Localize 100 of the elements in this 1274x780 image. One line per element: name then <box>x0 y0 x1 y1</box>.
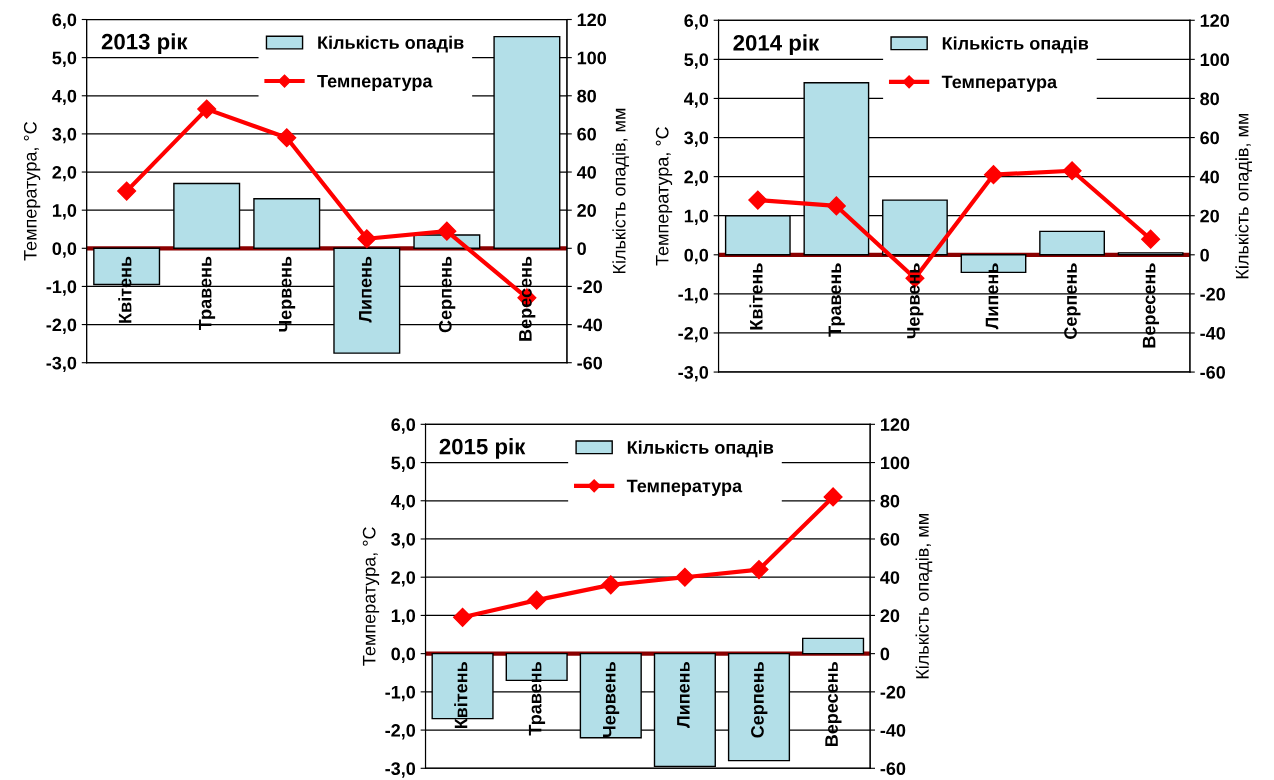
y-tick-label: 0,0 <box>684 248 709 265</box>
y-tick-label: -2,0 <box>46 318 77 334</box>
point <box>823 487 843 507</box>
y2-tick-label: 40 <box>1199 170 1219 184</box>
y-tick-label: 6,0 <box>391 418 416 434</box>
point <box>601 575 621 595</box>
y2-tick-label: 100 <box>577 51 607 65</box>
y2-tick-label: -20 <box>880 685 906 699</box>
y-tick-label: 1,0 <box>52 204 77 220</box>
y-tick-label: -1,0 <box>46 280 77 296</box>
bar <box>1039 230 1105 256</box>
y2-tick-label: 20 <box>880 609 900 623</box>
legend-label: Температура <box>941 75 1058 92</box>
y-tick-label: 0,0 <box>52 242 77 258</box>
y-axis-title: Температура, °C <box>655 127 673 266</box>
y-tick-label: 2,0 <box>52 165 77 182</box>
y-tick-label: 2,0 <box>391 571 416 587</box>
y2-tick-label: -60 <box>880 762 906 776</box>
point <box>748 190 768 210</box>
y-tick-label: 1,0 <box>391 609 416 625</box>
y2-tick-label: 100 <box>1200 53 1230 67</box>
text: 2015 рік <box>439 438 526 459</box>
y2-tick-label: 100 <box>881 456 910 470</box>
y2-tick-label: 80 <box>577 89 596 103</box>
y-tick-label: 6,0 <box>684 14 709 30</box>
x-tick-label: Серпень <box>438 256 456 333</box>
x-tick-label: Червень <box>907 263 924 339</box>
point <box>1062 161 1082 181</box>
y-tick-label: -3,0 <box>678 365 709 382</box>
y2-tick-label: -20 <box>577 280 603 294</box>
y2-tick-label: -40 <box>1200 326 1225 340</box>
y2-tick-label: -20 <box>1200 287 1225 301</box>
y2-tick-label: 120 <box>1200 14 1230 27</box>
x-tick-label: Травень <box>198 256 216 331</box>
y-tick-label: 0,0 <box>391 647 416 663</box>
y2-axis-title: Кількість опадів, мм <box>1235 113 1252 279</box>
point <box>675 567 695 587</box>
point <box>437 221 457 241</box>
x-tick-label: Серпень <box>1064 263 1081 339</box>
point <box>983 165 1004 185</box>
y-tick-label: 2,0 <box>684 170 709 186</box>
x-tick-label: Квітень <box>118 256 132 323</box>
x-tick-label: Липень <box>677 662 690 728</box>
y-tick-label: 4,0 <box>52 89 77 106</box>
y-axis-title: Температура, °C <box>362 527 380 666</box>
x-tick-label: Вересень <box>825 662 842 747</box>
y-tick-label: 5,0 <box>391 456 416 472</box>
y-tick-label: 6,0 <box>52 13 77 29</box>
y2-tick-label: 120 <box>881 418 910 432</box>
y2-axis-title: Кількість опадів, мм <box>915 514 933 679</box>
legend-label: Кількість опадів <box>318 35 464 53</box>
y-tick-label: 5,0 <box>684 53 709 69</box>
y2-tick-label: -40 <box>880 724 906 737</box>
y2-tick-label: 80 <box>1200 92 1219 106</box>
x-tick-label: Травень <box>528 662 546 736</box>
y2-tick-label: 120 <box>577 13 607 27</box>
y-tick-label: 4,0 <box>683 92 709 108</box>
legend-label: Кількість опадів <box>942 36 1089 54</box>
y2-tick-label: -60 <box>577 356 603 370</box>
point <box>357 229 377 249</box>
x-tick-label: Вересень <box>1142 263 1160 348</box>
point <box>117 181 137 201</box>
y-tick-label: 3,0 <box>52 127 77 144</box>
y-tick-label: -2,0 <box>678 326 709 343</box>
point <box>749 560 769 580</box>
y-tick-label: 4,0 <box>390 494 416 511</box>
y2-tick-label: 20 <box>577 204 596 217</box>
y2-tick-label: 40 <box>576 165 596 179</box>
y2-tick-label: 80 <box>880 494 900 508</box>
y-axis-title: Температура, °C <box>23 121 41 261</box>
y2-tick-label: 60 <box>577 127 596 141</box>
x-tick-label: Травень <box>828 263 845 337</box>
y2-tick-label: 60 <box>880 532 900 546</box>
y-tick-label: 5,0 <box>52 51 77 67</box>
text: 2014 рік <box>733 34 820 56</box>
x-tick-label: Червень <box>603 662 620 737</box>
point <box>826 196 846 216</box>
y-tick-label: 1,0 <box>684 209 709 226</box>
x-tick-label: Квітень <box>454 662 468 729</box>
y-tick-label: -1,0 <box>385 685 416 702</box>
y-tick-label: 3,0 <box>684 131 709 147</box>
x-tick-label: Липень <box>359 256 372 323</box>
text: 2013 рік <box>101 33 188 54</box>
point <box>197 99 217 119</box>
y2-tick-label: 20 <box>1200 209 1219 223</box>
y2-tick-label: 60 <box>1200 131 1219 145</box>
legend-label: Температура <box>626 479 743 496</box>
point <box>527 590 547 610</box>
x-tick-label: Квітень <box>749 263 763 330</box>
x-tick-label: Серпень <box>751 662 768 738</box>
y2-axis-title: Кількість опадів, мм <box>612 108 630 274</box>
x-tick-label: Липень <box>985 263 999 330</box>
y2-tick-label: 0 <box>880 647 890 661</box>
y2-tick-label: -40 <box>577 318 603 332</box>
point <box>277 128 297 148</box>
y-tick-label: -3,0 <box>385 762 416 778</box>
legend-label: Кількість опадів <box>627 440 774 458</box>
y-tick-label: -2,0 <box>385 724 416 740</box>
y-tick-label: -3,0 <box>46 356 77 373</box>
point <box>1141 229 1161 249</box>
